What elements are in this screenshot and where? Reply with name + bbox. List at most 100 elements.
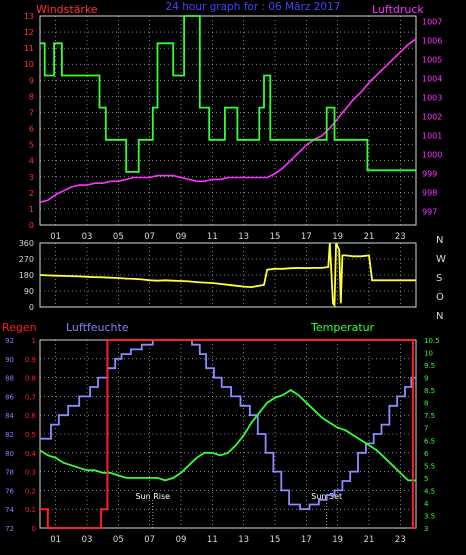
- pressure-axis-title: Luftdruck: [372, 3, 424, 16]
- x-tick-label: 21: [364, 535, 375, 545]
- x-tick-label: 01: [50, 232, 61, 242]
- wind-direction-y-tick-label: 270: [19, 255, 34, 264]
- compass-label: W: [436, 254, 446, 265]
- x-tick-label: 21: [364, 232, 375, 242]
- pressure-y-tick-label: 1003: [422, 94, 442, 103]
- sun-annotation-label: Sun Rise: [135, 492, 170, 501]
- rain-y-tick-label: 1: [32, 337, 36, 345]
- temperature-y-tick-label: 8.5: [424, 387, 435, 395]
- wind-y-tick-label: 6: [29, 125, 34, 134]
- compass-label: O: [436, 292, 444, 303]
- rain-y-tick-label: 0.4: [25, 450, 37, 458]
- x-tick-label: 13: [238, 535, 249, 545]
- wind-direction-y-tick-label: 0: [29, 303, 34, 312]
- temperature-y-tick-label: 6.5: [424, 437, 435, 445]
- rain-series-line: [40, 339, 416, 529]
- temperature-y-tick-label: 3: [424, 525, 428, 533]
- rain-y-tick-label: 0.1: [25, 506, 36, 514]
- chart-title: 24 hour graph for : 06 März 2017: [166, 1, 341, 13]
- wind-direction-y-tick-label: 90: [24, 287, 34, 296]
- pressure-y-tick-label: 1007: [422, 18, 442, 27]
- rain-y-tick-label: 0.2: [25, 487, 36, 495]
- humidity-y-tick-label: 86: [5, 393, 14, 401]
- pressure-y-tick-label: 1000: [422, 151, 442, 160]
- wind-y-tick-label: 2: [29, 189, 34, 198]
- pressure-y-tick-label: 1001: [422, 132, 442, 141]
- pressure-y-tick-label: 999: [422, 170, 437, 179]
- x-tick-label: 23: [395, 535, 406, 545]
- wind-y-tick-label: 5: [29, 141, 34, 150]
- wind-y-tick-label: 3: [29, 173, 34, 182]
- wind-y-tick-label: 7: [29, 108, 34, 117]
- temperature-series-line: [39, 389, 416, 482]
- humidity-y-tick-label: 88: [5, 375, 14, 383]
- wind-series-line: [40, 15, 416, 173]
- wind-y-tick-label: 1: [29, 205, 34, 214]
- x-tick-label: 15: [270, 232, 281, 242]
- wind-direction-y-tick-label: 180: [19, 271, 34, 280]
- rain-y-tick-label: 0.3: [25, 469, 36, 477]
- temperature-y-tick-label: 5: [424, 475, 428, 483]
- x-tick-label: 03: [82, 232, 93, 242]
- humidity-y-tick-label: 74: [5, 506, 14, 514]
- x-tick-label: 19: [332, 535, 343, 545]
- temperature-axis-title: Temperatur: [310, 321, 375, 334]
- humidity-y-tick-label: 90: [5, 356, 14, 364]
- temperature-y-tick-label: 4.5: [424, 487, 435, 495]
- humidity-axis-title: Luftfeuchte: [66, 321, 129, 334]
- wind-direction-series-line: [39, 242, 416, 308]
- wind-pressure-plot-area: [39, 15, 417, 226]
- temperature-y-tick-label: 9.5: [424, 362, 435, 370]
- wind-y-tick-label: 10: [24, 60, 34, 69]
- wind-y-tick-label: 13: [24, 12, 34, 21]
- pressure-y-tick-label: 997: [422, 208, 437, 217]
- x-tick-label: 01: [50, 535, 61, 545]
- temperature-y-tick-label: 7.5: [424, 412, 435, 420]
- temperature-y-tick-label: 3.5: [424, 512, 435, 520]
- x-tick-label: 05: [113, 232, 124, 242]
- humidity-y-tick-label: 80: [5, 450, 14, 458]
- x-tick-label: 03: [82, 535, 93, 545]
- compass-label: N: [436, 311, 443, 322]
- rain-y-tick-label: 0: [32, 525, 36, 533]
- wind-direction-y-tick-label: 360: [19, 239, 34, 248]
- x-tick-label: 17: [301, 232, 312, 242]
- x-tick-label: 17: [301, 535, 312, 545]
- x-tick-label: 11: [207, 535, 218, 545]
- pressure-y-tick-label: 1005: [422, 56, 442, 65]
- x-tick-label: 13: [238, 232, 249, 242]
- wind-y-tick-label: 12: [24, 28, 34, 37]
- wind-y-tick-label: 8: [29, 92, 34, 101]
- wind-y-tick-label: 9: [29, 76, 34, 85]
- temperature-y-tick-label: 9: [424, 375, 428, 383]
- humidity-y-tick-label: 76: [5, 487, 14, 495]
- temperature-y-tick-label: 7: [424, 425, 428, 433]
- temperature-y-tick-label: 10.5: [424, 337, 440, 345]
- compass-label: N: [436, 235, 443, 246]
- temperature-y-tick-label: 10: [424, 350, 433, 358]
- pressure-y-tick-label: 1006: [422, 37, 442, 46]
- humidity-y-tick-label: 82: [5, 431, 14, 439]
- x-tick-label: 05: [113, 535, 124, 545]
- temperature-y-tick-label: 6: [424, 450, 429, 458]
- pressure-y-tick-label: 1002: [422, 113, 442, 122]
- rain-y-tick-label: 0.6: [25, 412, 37, 420]
- temperature-y-tick-label: 4: [424, 500, 429, 508]
- humidity-y-tick-label: 78: [5, 469, 14, 477]
- compass-label: S: [436, 273, 442, 284]
- rain-y-tick-label: 0.9: [25, 356, 36, 364]
- wind-y-tick-label: 0: [29, 221, 34, 230]
- pressure-y-tick-label: 1004: [422, 75, 442, 84]
- x-tick-label: 09: [176, 232, 187, 242]
- rain-axis-title: Regen: [2, 321, 37, 334]
- x-tick-label: 07: [144, 232, 155, 242]
- humidity-y-tick-label: 72: [5, 525, 14, 533]
- rain-y-tick-label: 0.5: [25, 431, 36, 439]
- pressure-y-tick-label: 998: [422, 189, 437, 198]
- x-tick-label: 07: [144, 535, 155, 545]
- rain-y-tick-label: 0.7: [25, 393, 36, 401]
- wind-axis-title: Windstärke: [36, 3, 98, 16]
- wind-y-tick-label: 4: [29, 157, 34, 166]
- x-tick-label: 11: [207, 232, 218, 242]
